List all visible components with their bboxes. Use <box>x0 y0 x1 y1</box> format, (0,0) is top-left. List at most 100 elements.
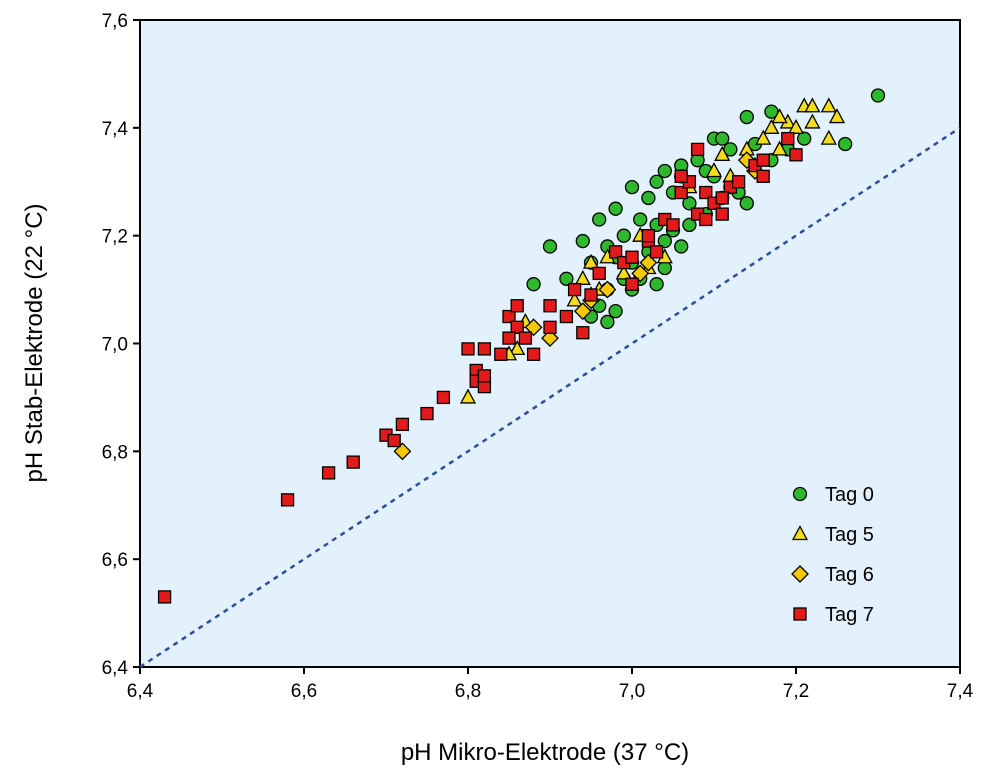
data-point-circle <box>633 212 648 227</box>
data-point-triangle <box>820 129 837 145</box>
data-point-circle <box>649 277 664 292</box>
data-markers <box>157 88 886 604</box>
data-point-triangle <box>615 264 632 280</box>
data-point-square <box>666 218 680 232</box>
data-point-square <box>387 433 401 448</box>
legend-marker-diamond <box>791 565 809 583</box>
y-tick-label: 7,6 <box>102 11 128 32</box>
data-point-square <box>649 245 664 259</box>
data-point-square <box>641 229 656 243</box>
data-point-square <box>502 309 516 324</box>
data-point-square <box>510 320 524 334</box>
data-point-circle <box>674 239 689 254</box>
data-point-square <box>715 191 729 205</box>
data-point-square <box>699 212 713 227</box>
legend-label: Tag 0 <box>825 484 874 506</box>
data-point-square <box>280 493 295 507</box>
data-point-square <box>731 175 746 189</box>
data-point-diamond <box>631 264 650 283</box>
data-point-square <box>494 347 508 361</box>
data-point-circle <box>526 277 541 292</box>
legend-label: Tag 5 <box>825 524 874 546</box>
data-point-circle <box>870 88 886 103</box>
y-tick-label: 6,6 <box>102 550 128 571</box>
legend-marker-circle <box>792 486 808 502</box>
data-point-triangle <box>705 162 723 178</box>
data-point-circle <box>797 131 812 146</box>
data-point-square <box>625 277 639 291</box>
data-point-triangle <box>804 113 821 129</box>
data-point-triangle <box>771 140 788 156</box>
data-point-square <box>477 342 492 356</box>
data-point-square <box>157 590 172 604</box>
data-point-triangle <box>509 340 526 356</box>
data-point-square <box>756 153 770 167</box>
data-point-circle <box>649 174 664 189</box>
data-point-square <box>567 282 582 297</box>
data-point-square <box>477 369 492 383</box>
data-point-triangle <box>828 108 846 124</box>
legend-marker-square <box>793 607 807 621</box>
data-point-square <box>608 245 623 259</box>
data-point-diamond <box>598 280 617 299</box>
y-tick-label: 7,0 <box>102 335 128 356</box>
data-point-square <box>395 417 410 432</box>
x-tick-label: 6,4 <box>127 681 154 702</box>
data-point-circle <box>682 196 697 211</box>
data-point-square <box>690 142 705 157</box>
data-point-triangle <box>763 118 780 134</box>
data-point-square <box>674 169 688 184</box>
data-point-square <box>625 250 639 264</box>
data-point-circle <box>657 163 672 179</box>
data-point-circle <box>657 260 672 276</box>
data-point-triangle <box>574 269 591 285</box>
data-point-triangle <box>804 97 821 113</box>
data-point-triangle <box>771 108 788 124</box>
y-tick-label: 7,4 <box>102 119 129 140</box>
data-point-circle <box>682 217 697 233</box>
x-tick-label: 6,6 <box>291 681 317 702</box>
data-point-square <box>789 148 803 162</box>
data-point-square <box>543 320 557 334</box>
data-point-square <box>592 266 606 281</box>
x-tick-label: 7,2 <box>783 681 809 702</box>
data-point-square <box>781 131 795 146</box>
data-point-circle <box>608 201 623 216</box>
data-point-triangle <box>459 388 477 404</box>
legend-label: Tag 7 <box>825 604 874 626</box>
data-point-circle <box>600 314 615 330</box>
data-point-diamond <box>393 442 412 461</box>
data-point-circle <box>838 136 853 152</box>
data-point-square <box>715 207 729 221</box>
data-point-square <box>502 331 516 345</box>
data-point-diamond <box>541 329 559 348</box>
y-tick-label: 6,4 <box>102 658 129 679</box>
data-point-square <box>576 326 590 340</box>
data-point-triangle <box>566 291 583 307</box>
x-axis-title: pH Mikro-Elektrode (37 °C) <box>401 739 689 766</box>
data-point-circle <box>715 131 730 146</box>
data-point-circle <box>641 190 656 206</box>
data-point-diamond <box>524 318 543 337</box>
data-point-square <box>321 466 336 480</box>
data-point-circle <box>739 196 754 211</box>
data-point-triangle <box>820 97 837 113</box>
data-point-square <box>346 455 360 469</box>
x-tick-label: 6,8 <box>455 681 481 702</box>
data-point-square <box>436 390 451 405</box>
y-axis: 6,4 6,6 6,8 7,0 7,2 7,4 7,6 <box>102 11 140 679</box>
data-point-circle <box>624 179 640 195</box>
data-point-triangle <box>714 145 731 161</box>
data-point-circle <box>739 109 754 125</box>
data-point-diamond <box>639 253 658 272</box>
legend-marker-triangle <box>791 525 809 541</box>
series-square <box>157 131 803 604</box>
x-tick-label: 7,0 <box>619 681 645 702</box>
data-point-square <box>420 406 434 421</box>
data-point-circle <box>559 271 574 286</box>
data-point-triangle <box>582 253 600 269</box>
data-point-square <box>756 169 770 184</box>
data-point-square <box>559 309 574 324</box>
data-point-circle <box>608 303 623 319</box>
data-point-circle <box>542 239 558 254</box>
